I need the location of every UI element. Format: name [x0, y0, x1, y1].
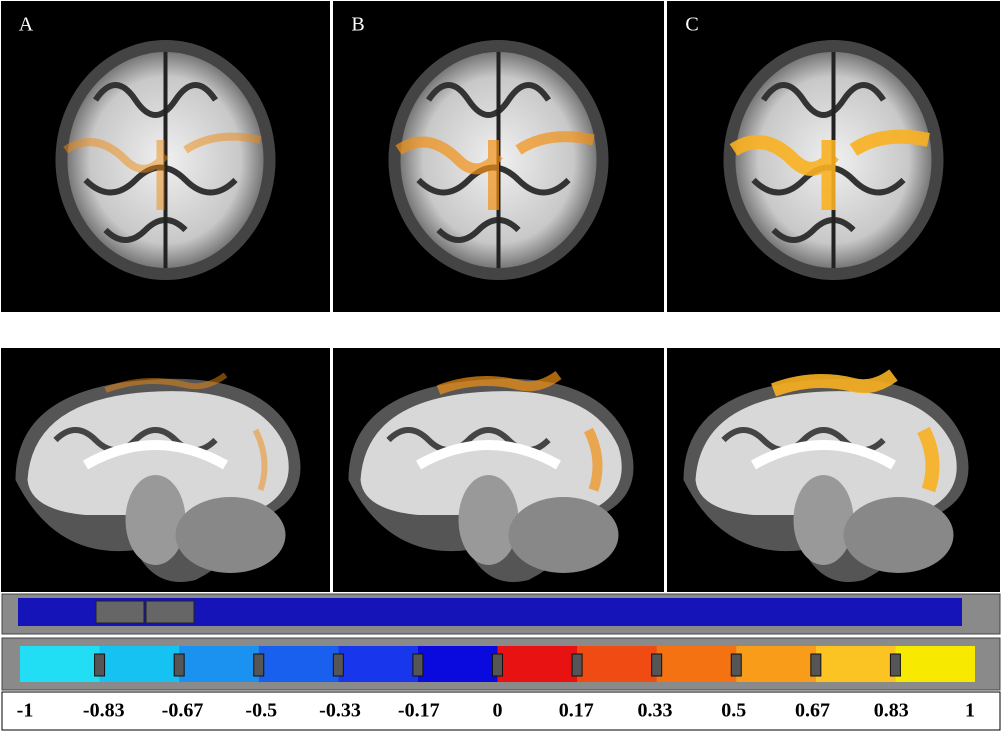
tick-label: -0.83	[83, 700, 125, 722]
swatch-handle	[651, 653, 663, 677]
tick-label: -0.5	[245, 700, 277, 722]
tick-label: -0.33	[319, 700, 361, 722]
swatch-handle	[412, 653, 424, 677]
panel-label-box	[669, 3, 719, 47]
color-swatch	[179, 646, 259, 682]
tick-label: 0.17	[559, 700, 594, 722]
tick-label: -0.17	[398, 700, 440, 722]
activation	[395, 131, 595, 210]
panel-label: A	[19, 14, 34, 36]
tick-box	[1, 691, 1001, 731]
swatch-handle	[889, 653, 901, 677]
tick-label: 0.67	[795, 700, 830, 722]
swatch-handle	[253, 653, 265, 677]
tick-label: 0.33	[638, 700, 673, 722]
panels: A B C	[1, 1, 1000, 592]
panel-label: B	[351, 14, 364, 36]
colorbar	[20, 646, 975, 682]
color-swatch	[99, 646, 180, 682]
swatch-handle	[94, 653, 106, 677]
color-swatch	[20, 646, 100, 682]
color-swatch	[577, 646, 657, 682]
swatch-handle	[492, 653, 503, 677]
activation	[63, 132, 262, 210]
color-swatch	[417, 646, 498, 682]
panel-label: C	[685, 14, 698, 36]
panel-label-box	[3, 3, 53, 47]
activation	[436, 370, 603, 492]
color-swatch	[736, 646, 816, 682]
scroll-thumb[interactable]	[95, 600, 145, 624]
tick-label: -1	[17, 700, 34, 722]
swatch-handle	[571, 653, 583, 677]
tick-label: 1	[965, 700, 975, 722]
tick-label: 0	[493, 700, 503, 722]
panel-label-box	[335, 3, 385, 47]
tick-label: -0.67	[162, 700, 204, 722]
scroll-thumb[interactable]	[145, 600, 195, 624]
color-swatch	[258, 646, 339, 682]
tick-label: 0.5	[721, 700, 746, 722]
swatch-handle	[810, 653, 822, 677]
color-swatch	[338, 646, 418, 682]
color-swatch	[895, 646, 975, 682]
tick-label: 0.83	[874, 700, 909, 722]
color-swatch	[815, 646, 896, 682]
color-swatch	[497, 646, 578, 682]
activation	[104, 372, 268, 491]
swatch-handle	[332, 653, 344, 677]
color-swatch	[656, 646, 737, 682]
swatch-handle	[173, 653, 185, 677]
activation	[729, 129, 931, 210]
swatch-handle	[730, 653, 742, 677]
activation	[771, 369, 940, 493]
